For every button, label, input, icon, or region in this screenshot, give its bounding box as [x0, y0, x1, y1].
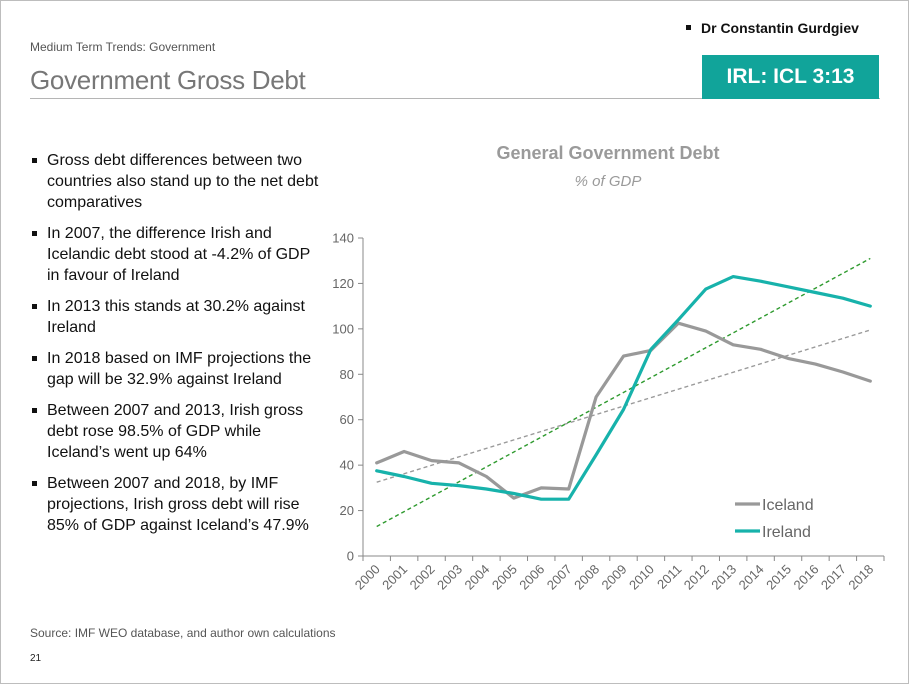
y-tick-label: 120 [332, 276, 354, 291]
bullet-square-icon [32, 481, 37, 486]
bullet-square-icon [32, 304, 37, 309]
x-tick-label: 2005 [489, 562, 520, 593]
bullet-item: Between 2007 and 2018, by IMF projection… [30, 473, 325, 536]
x-tick-label: 2013 [708, 562, 739, 593]
series-line-iceland [375, 321, 872, 500]
page-title: Government Gross Debt [30, 65, 306, 95]
bullet-square-icon [32, 158, 37, 163]
y-tick-label: 0 [347, 549, 354, 564]
x-tick-label: 2014 [736, 562, 767, 593]
comparison-badge: IRL: ICL 3:13 [702, 55, 879, 99]
bullet-square-icon [32, 231, 37, 236]
x-tick-label: 2007 [544, 562, 575, 593]
x-tick-label: 2001 [379, 562, 410, 593]
page-number: 21 [30, 653, 42, 664]
bullet-item: Gross debt differences between two count… [30, 150, 325, 213]
bullet-text: In 2013 this stands at 30.2% against Ire… [47, 298, 305, 336]
section-label: Medium Term Trends: Government [30, 40, 216, 54]
y-tick-label: 20 [340, 503, 354, 518]
y-tick-label: 60 [340, 412, 354, 427]
chart-title: General Government Debt [496, 143, 719, 163]
x-tick-label: 2004 [461, 562, 492, 593]
bullet-item: Between 2007 and 2013, Irish gross debt … [30, 400, 325, 463]
x-tick-label: 2012 [681, 562, 712, 593]
bullet-item: In 2013 this stands at 30.2% against Ire… [30, 296, 325, 338]
x-tick-label: 2000 [352, 562, 383, 593]
x-tick-label: 2015 [763, 562, 794, 593]
x-tick-label: 2006 [516, 562, 547, 593]
bullet-text: Between 2007 and 2013, Irish gross debt … [47, 402, 304, 461]
x-tick-label: 2011 [654, 562, 684, 592]
y-tick-label: 100 [332, 321, 354, 336]
x-tick-label: 2016 [791, 562, 822, 593]
bullet-square-icon [32, 408, 37, 413]
bullet-square-icon [686, 24, 691, 30]
x-tick-label: 2002 [407, 562, 438, 593]
bullet-item: In 2018 based on IMF projections the gap… [30, 348, 325, 390]
y-tick-label: 80 [340, 367, 354, 382]
chart-subtitle: % of GDP [575, 173, 642, 190]
bullet-item: In 2007, the difference Irish and Icelan… [30, 223, 325, 286]
legend-label-ireland: Ireland [762, 524, 811, 541]
author-label: Dr Constantin Gurdgiev [686, 20, 859, 36]
title-divider [30, 98, 880, 99]
bullet-text: In 2007, the difference Irish and Icelan… [47, 225, 310, 284]
author-name: Dr Constantin Gurdgiev [701, 20, 859, 36]
bullet-text: Between 2007 and 2018, by IMF projection… [47, 475, 309, 534]
debt-line-chart: General Government Debt % of GDP 0 20 40 60… [332, 143, 885, 593]
x-tick-label: 2017 [818, 562, 849, 593]
y-tick-label: 140 [332, 231, 354, 246]
bullet-text: In 2018 based on IMF projections the gap… [47, 350, 312, 388]
trendline-iceland [376, 329, 871, 483]
legend-label-iceland: Iceland [762, 497, 814, 514]
bullet-square-icon [32, 356, 37, 361]
x-tick-label: 2010 [626, 562, 657, 593]
x-tick-label: 2008 [571, 562, 602, 593]
x-tick-label: 2018 [845, 562, 876, 593]
x-tick-label: 2009 [599, 562, 630, 593]
source-note: Source: IMF WEO database, and author own… [30, 626, 336, 640]
trendline-ireland [376, 257, 871, 528]
x-tick-label: 2003 [434, 562, 465, 593]
y-tick-label: 40 [340, 458, 354, 473]
series-line-ireland [375, 275, 872, 501]
bullet-list: Gross debt differences between two count… [30, 150, 325, 546]
bullet-text: Gross debt differences between two count… [47, 152, 319, 211]
